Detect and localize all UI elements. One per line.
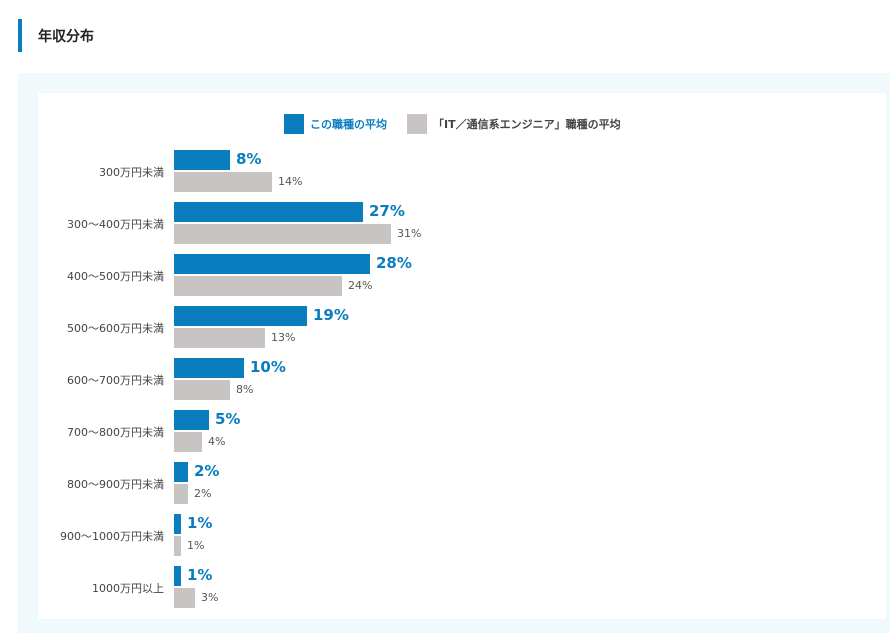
legend-item-ref: 「IT／通信系エンジニア」職種の平均 — [407, 114, 621, 134]
chart-row: 300万円未満 8% 14% — [38, 150, 838, 194]
chart-row: 800〜900万円未満 2% 2% — [38, 462, 838, 506]
value-label-main: 2% — [194, 462, 220, 480]
value-label-main: 27% — [369, 202, 405, 220]
bar-ref — [174, 484, 188, 504]
chart-row: 600〜700万円未満 10% 8% — [38, 358, 838, 402]
value-label-ref: 3% — [201, 591, 219, 604]
bar-ref — [174, 172, 272, 192]
chart-row: 300〜400万円未満 27% 31% — [38, 202, 838, 246]
category-label: 600〜700万円未満 — [67, 374, 164, 387]
section-heading: 年収分布 — [18, 19, 94, 52]
category-label: 400〜500万円未満 — [67, 270, 164, 283]
legend-swatch-ref — [407, 114, 427, 134]
bar-main — [174, 150, 230, 170]
value-label-main: 1% — [187, 514, 213, 532]
value-label-ref: 1% — [187, 539, 205, 552]
value-label-main: 5% — [215, 410, 241, 428]
value-label-main: 8% — [236, 150, 262, 168]
bar-ref — [174, 380, 230, 400]
bar-main — [174, 566, 181, 586]
bar-main — [174, 514, 181, 534]
legend-item-main: この職種の平均 — [284, 114, 387, 134]
category-label: 900〜1000万円未満 — [60, 530, 164, 543]
category-label: 500〜600万円未満 — [67, 322, 164, 335]
bar-main — [174, 462, 188, 482]
bar-ref — [174, 276, 342, 296]
value-label-main: 28% — [376, 254, 412, 272]
category-label: 700〜800万円未満 — [67, 426, 164, 439]
category-label: 800〜900万円未満 — [67, 478, 164, 491]
category-label: 300万円未満 — [99, 166, 164, 179]
chart-row: 900〜1000万円未満 1% 1% — [38, 514, 838, 558]
section-title: 年収分布 — [38, 28, 94, 45]
value-label-ref: 24% — [348, 279, 373, 292]
bar-main — [174, 254, 370, 274]
chart-panel: この職種の平均 「IT／通信系エンジニア」職種の平均 300万円未満 8% 14% 3… — [18, 73, 890, 633]
chart-row: 1000万円以上 1% 3% — [38, 566, 838, 610]
chart-row: 400〜500万円未満 28% 24% — [38, 254, 838, 298]
value-label-main: 10% — [250, 358, 286, 376]
bar-main — [174, 306, 307, 326]
value-label-ref: 13% — [271, 331, 296, 344]
value-label-ref: 31% — [397, 227, 422, 240]
category-label: 1000万円以上 — [92, 582, 164, 595]
value-label-ref: 4% — [208, 435, 226, 448]
legend-label-main: この職種の平均 — [310, 118, 387, 131]
chart-row: 700〜800万円未満 5% 4% — [38, 410, 838, 454]
category-label: 300〜400万円未満 — [67, 218, 164, 231]
value-label-main: 1% — [187, 566, 213, 584]
bar-main — [174, 410, 209, 430]
value-label-ref: 8% — [236, 383, 254, 396]
bar-ref — [174, 224, 391, 244]
bar-ref — [174, 432, 202, 452]
chart-row: 500〜600万円未満 19% 13% — [38, 306, 838, 350]
chart-card: この職種の平均 「IT／通信系エンジニア」職種の平均 300万円未満 8% 14% 3… — [38, 93, 886, 619]
chart-legend: この職種の平均 「IT／通信系エンジニア」職種の平均 — [284, 114, 641, 134]
value-label-ref: 2% — [194, 487, 212, 500]
bar-ref — [174, 536, 181, 556]
bar-main — [174, 202, 363, 222]
bar-main — [174, 358, 244, 378]
legend-label-ref: 「IT／通信系エンジニア」職種の平均 — [433, 118, 621, 131]
bar-ref — [174, 328, 265, 348]
bar-ref — [174, 588, 195, 608]
value-label-main: 19% — [313, 306, 349, 324]
value-label-ref: 14% — [278, 175, 303, 188]
legend-swatch-main — [284, 114, 304, 134]
